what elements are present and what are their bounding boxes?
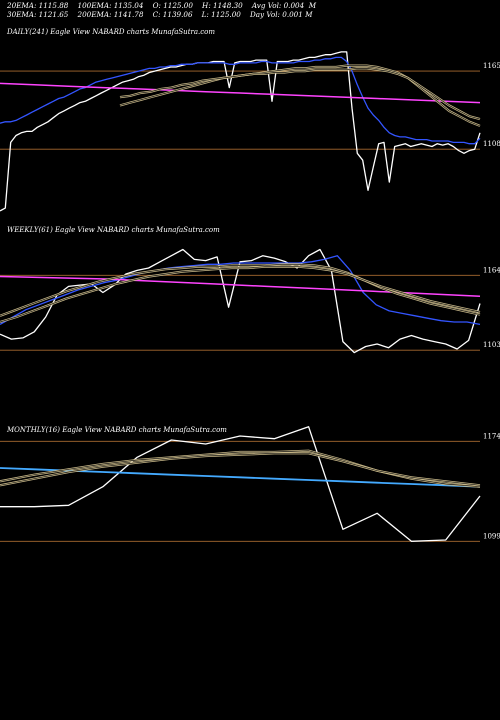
moving-average-line-core: [0, 263, 481, 317]
monthly-panel: 1174 1099: [0, 426, 500, 542]
price-line: [0, 51, 481, 212]
daily-panel: 1165 1108: [0, 51, 500, 212]
monthly-chart-title: MONTHLY(16) Eagle View NABARD charts Mun…: [7, 426, 227, 434]
price-line: [0, 426, 481, 542]
moving-average-line-core: [0, 452, 481, 486]
level-label: 1099: [483, 532, 500, 540]
indicator-header-line2: 30EMA: 1121.65 200EMA: 1141.78 C: 1139.0…: [7, 10, 313, 19]
level-label: 1164: [483, 266, 500, 274]
level-label: 1108: [483, 140, 500, 148]
moving-average-line-core: [119, 68, 481, 120]
weekly-chart-title: WEEKLY(61) Eagle View NABARD charts Muna…: [7, 226, 220, 234]
moving-average-line-core: [0, 450, 481, 488]
moving-average-line: [119, 67, 481, 121]
ma_pink-line: [0, 82, 481, 104]
ema_short-line: [0, 56, 481, 145]
moving-average-line: [0, 263, 481, 317]
indicator-header-line1: 20EMA: 1115.88 100EMA: 1135.04 O: 1125.0…: [7, 1, 317, 10]
moving-average-line-core: [0, 266, 481, 323]
level-label: 1103: [483, 341, 500, 349]
weekly-panel: 1164 1103: [0, 248, 500, 354]
ema_short-line: [0, 255, 481, 326]
level-label: 1174: [483, 432, 500, 440]
level-label: 1165: [483, 62, 500, 70]
daily-chart-title: DAILY(241) Eagle View NABARD charts Muna…: [7, 28, 216, 36]
moving-average-line-core: [119, 65, 481, 127]
price-line: [0, 248, 481, 354]
